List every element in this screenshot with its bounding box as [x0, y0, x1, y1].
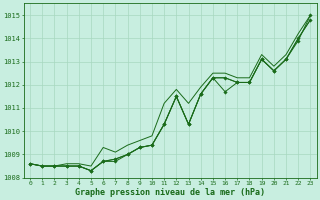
X-axis label: Graphe pression niveau de la mer (hPa): Graphe pression niveau de la mer (hPa): [75, 188, 265, 197]
